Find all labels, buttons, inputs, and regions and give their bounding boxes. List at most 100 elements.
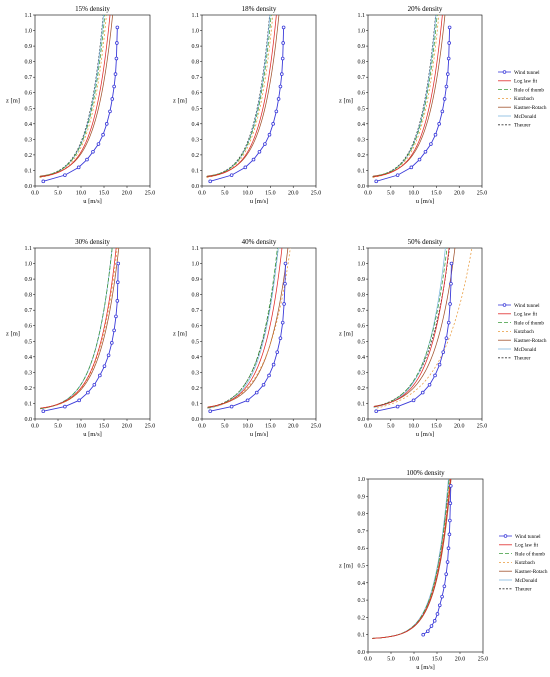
x-tick-label: 0.0 [31, 424, 39, 430]
legend-label: McDonald [515, 578, 538, 584]
x-tick-label: 5.0 [54, 424, 62, 430]
series-line-thumb [39, 15, 106, 178]
series-line-mcd [40, 248, 113, 410]
plot-area [367, 247, 483, 420]
data-point [208, 179, 213, 184]
y-tick-label: 0.8 [192, 60, 200, 66]
data-point [433, 373, 437, 378]
data-point [449, 281, 453, 286]
data-point [449, 261, 454, 266]
data-point [374, 409, 379, 414]
chart-panel: 100% density 0.0 5.0 10.0 15.0 20.0 25.0 0.0 0.1… [339, 469, 548, 671]
data-point [251, 157, 256, 162]
y-tick-label: 1.1 [192, 13, 200, 19]
y-tick-label: 0.0 [358, 417, 366, 423]
data-point [116, 280, 120, 285]
data-point [280, 320, 285, 325]
series-line-mcd [372, 479, 449, 639]
y-tick-label: 0.0 [358, 184, 366, 190]
x-axis-label: u [m/s] [83, 198, 102, 205]
y-tick-label: 0.1 [358, 401, 366, 407]
y-tick-label: 0.3 [25, 370, 33, 376]
data-point [102, 364, 107, 368]
data-point [115, 41, 119, 45]
y-tick-label: 0.7 [192, 308, 200, 314]
chart-panel: 40% density 0.0 5.0 10.0 15.0 20.0 25.0 0.0 0.1 0… [173, 238, 321, 438]
x-tick-label: 5.0 [387, 424, 395, 430]
data-point [429, 142, 433, 146]
chart-title: 50% density [408, 238, 443, 246]
y-tick-label: 0.5 [192, 339, 200, 345]
legend-label: Kutzbach [514, 329, 534, 335]
y-tick-label: 0.1 [192, 401, 200, 407]
x-tick-label: 10.0 [242, 424, 253, 430]
y-tick-label: 0.1 [358, 633, 366, 639]
legend-label: Theurer [514, 123, 531, 129]
legend-marker [502, 70, 507, 74]
data-point [281, 25, 286, 30]
x-tick-label: 20.0 [122, 424, 133, 430]
data-point [271, 122, 275, 126]
data-point [110, 97, 115, 101]
data-point [41, 179, 46, 184]
data-point [283, 261, 288, 266]
data-point [261, 382, 266, 387]
y-tick-label: 1.0 [25, 29, 33, 35]
data-point [243, 165, 248, 170]
y-tick-label: 0.4 [358, 581, 366, 587]
y-tick-label: 1.0 [25, 262, 33, 268]
series-line-kutz [206, 15, 274, 178]
y-tick-label: 0.7 [358, 308, 366, 314]
y-tick-label: 0.0 [358, 650, 366, 656]
y-tick-label: 0.4 [358, 355, 366, 361]
data-point [86, 390, 90, 395]
y-tick-label: 0.4 [358, 122, 366, 128]
data-point [278, 336, 283, 340]
data-point [208, 409, 213, 414]
data-point [114, 56, 119, 61]
data-point [116, 261, 121, 266]
data-point [417, 157, 422, 162]
series-line-log [206, 15, 277, 178]
x-tick-label: 15.0 [432, 657, 443, 663]
y-axis-label: z [m] [173, 98, 187, 105]
series-line-kutz [39, 15, 107, 178]
series-line-log [40, 248, 117, 409]
data-point [444, 572, 449, 576]
x-tick-label: 10.0 [76, 191, 87, 197]
chart-title: 18% density [242, 5, 277, 13]
series-line-theurer [372, 479, 450, 639]
legend-label: Theurer [514, 356, 531, 362]
y-tick-label: 0.6 [25, 324, 33, 330]
x-tick-label: 15.0 [431, 191, 442, 197]
data-point [448, 501, 453, 506]
x-axis-label: u [m/s] [250, 198, 269, 205]
chart-panel: 15% density 0.0 5.0 10.0 15.0 20.0 25.0 0.0 0.1 0… [6, 5, 156, 205]
series-line-kutz [372, 15, 440, 178]
y-tick-label: 0.9 [358, 44, 366, 50]
legend-label: Rule of thumb [515, 550, 545, 557]
series-line-theurer [374, 248, 450, 407]
data-point [63, 404, 67, 409]
series-line-wind [376, 263, 452, 412]
y-tick-label: 0.5 [358, 339, 366, 345]
legend-label: Log law fit [515, 542, 539, 549]
y-axis-label: z [m] [339, 98, 353, 105]
data-point [437, 603, 442, 608]
x-tick-label: 25.0 [311, 191, 322, 197]
y-tick-label: 0.0 [25, 417, 33, 423]
y-axis-label: z [m] [339, 563, 353, 570]
legend-label: Kastner-Rotach [515, 569, 548, 575]
x-tick-label: 25.0 [477, 191, 488, 197]
y-axis-label: z [m] [339, 331, 353, 338]
x-tick-label: 25.0 [145, 191, 156, 197]
x-tick-label: 0.0 [31, 191, 39, 197]
y-tick-label: 0.3 [358, 137, 366, 143]
data-point [114, 314, 118, 319]
series-group [372, 15, 452, 184]
chart-panel: 30% density 0.0 5.0 10.0 15.0 20.0 25.0 0.0 0.1 0… [6, 238, 156, 438]
data-point [448, 484, 453, 488]
x-tick-label: 25.0 [145, 424, 156, 430]
y-tick-label: 0.9 [25, 44, 33, 50]
series-line-mcd [207, 248, 279, 409]
